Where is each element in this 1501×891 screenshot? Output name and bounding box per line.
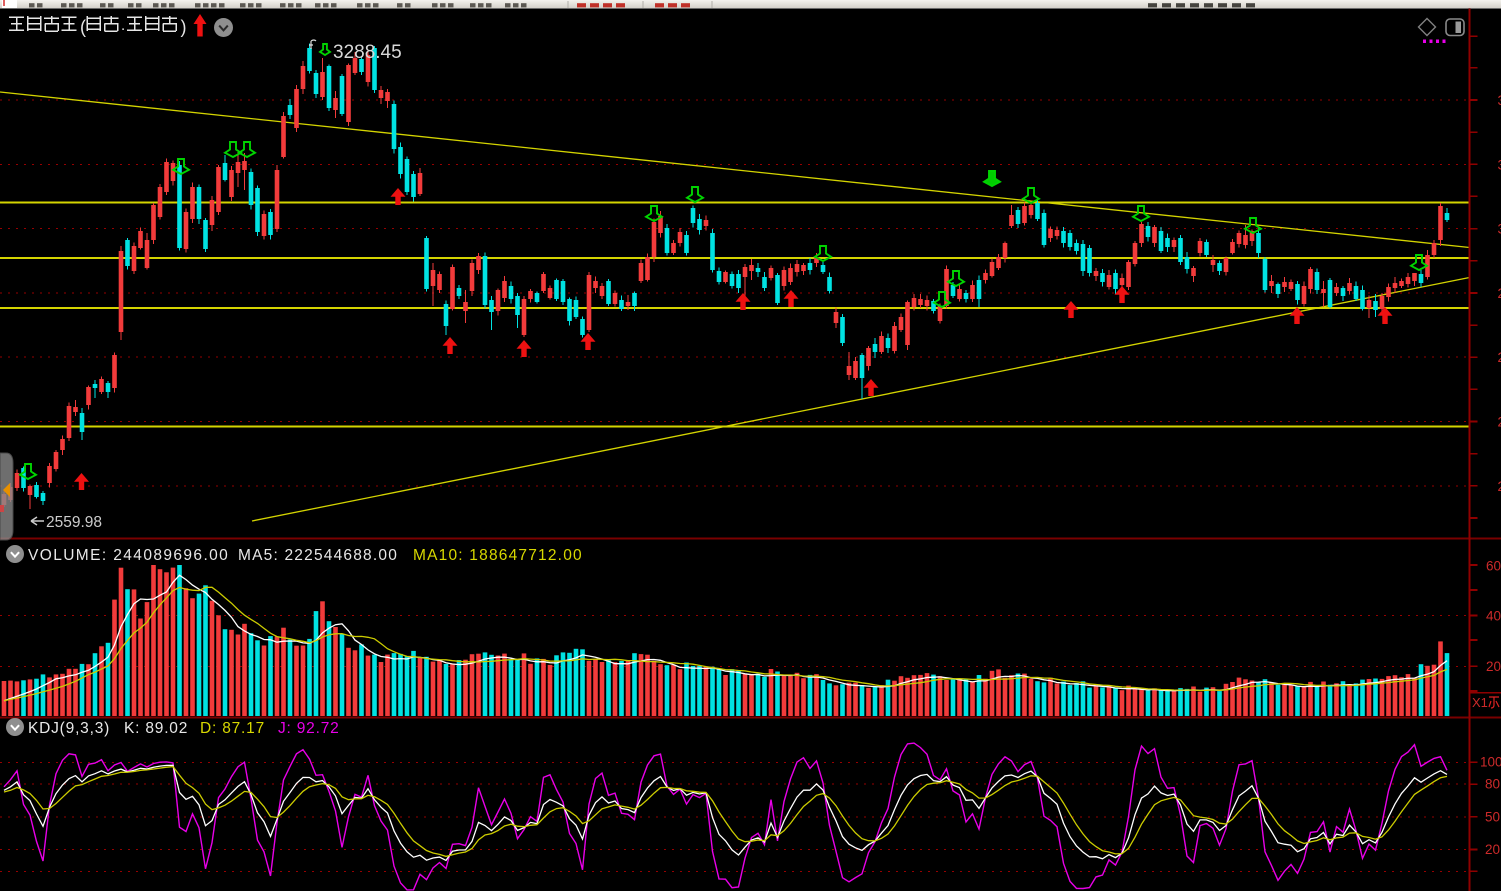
svg-text:60: 60	[1486, 559, 1501, 574]
svg-text:.: .	[121, 17, 125, 34]
svg-text:2: 2	[1498, 286, 1501, 301]
svg-text:K: 89.02: K: 89.02	[124, 720, 188, 737]
svg-text:J: 92.72: J: 92.72	[278, 720, 340, 737]
svg-text:20: 20	[1485, 842, 1500, 857]
svg-text:2: 2	[1498, 479, 1501, 494]
svg-text:3: 3	[1498, 93, 1501, 108]
svg-text:X1: X1	[1472, 695, 1488, 710]
svg-text:): )	[181, 17, 187, 37]
svg-text:80: 80	[1485, 777, 1500, 792]
svg-text:40: 40	[1486, 609, 1501, 624]
svg-text:2: 2	[1498, 350, 1501, 365]
svg-text:100: 100	[1480, 755, 1501, 770]
svg-text:VOLUME: 244089696.00: VOLUME: 244089696.00	[28, 547, 229, 564]
svg-text:20: 20	[1486, 659, 1501, 674]
svg-text:2: 2	[1498, 415, 1501, 430]
svg-text:(: (	[80, 17, 86, 37]
svg-text:MA5: 222544688.00: MA5: 222544688.00	[238, 547, 398, 564]
svg-text:KDJ(9,3,3): KDJ(9,3,3)	[28, 720, 110, 737]
svg-text:MA10: 188647712.00: MA10: 188647712.00	[413, 547, 583, 564]
svg-text:3288.45: 3288.45	[333, 42, 402, 63]
svg-text:2559.98: 2559.98	[46, 514, 102, 531]
svg-text:3: 3	[1498, 222, 1501, 237]
svg-text:D: 87.17: D: 87.17	[200, 720, 265, 737]
svg-text:50: 50	[1485, 810, 1500, 825]
svg-text:3: 3	[1498, 157, 1501, 172]
